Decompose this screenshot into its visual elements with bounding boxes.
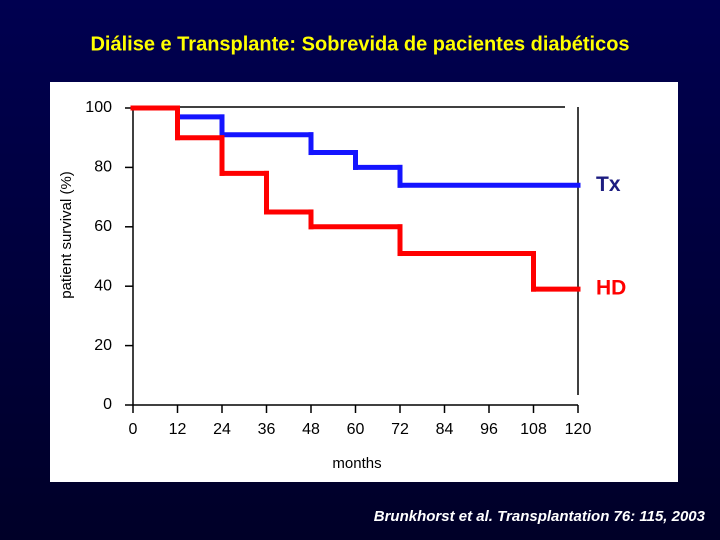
y-tick-label: 40 <box>94 277 112 294</box>
x-tick-label: 48 <box>302 421 320 438</box>
series-label: Tx <box>596 173 621 196</box>
source: Brunkhorst et al. Transplantation 76: 11… <box>374 508 706 525</box>
title: Diálise e Transplante: Sobrevida de paci… <box>90 33 629 55</box>
y-tick-label: 0 <box>103 396 112 413</box>
x-tick-label: 96 <box>480 421 498 438</box>
y-tick-label: 20 <box>94 337 112 354</box>
y-tick-label: 80 <box>94 159 112 176</box>
x-tick-label: 72 <box>391 421 409 438</box>
x-tick-label: 36 <box>258 421 276 438</box>
x-tick-label: 108 <box>520 421 547 438</box>
x-tick-label: 12 <box>169 421 187 438</box>
y-tick-label: 60 <box>94 218 112 235</box>
series-label: HD <box>596 277 626 300</box>
x-axis-label: months <box>332 455 381 472</box>
x-tick-label: 120 <box>565 421 592 438</box>
x-tick-label: 24 <box>213 421 231 438</box>
y-tick-label: 100 <box>85 99 112 116</box>
x-tick-label: 84 <box>436 421 454 438</box>
x-tick-label: 60 <box>347 421 365 438</box>
plot: 0 20 40 60 80 100 0 12 24 36 48 60 72 84 96 108 120 Tx HD <box>85 99 626 438</box>
y-axis-label: patient survival (%) <box>58 171 75 299</box>
x-tick-label: 0 <box>129 421 138 438</box>
chart-panel <box>50 82 678 482</box>
